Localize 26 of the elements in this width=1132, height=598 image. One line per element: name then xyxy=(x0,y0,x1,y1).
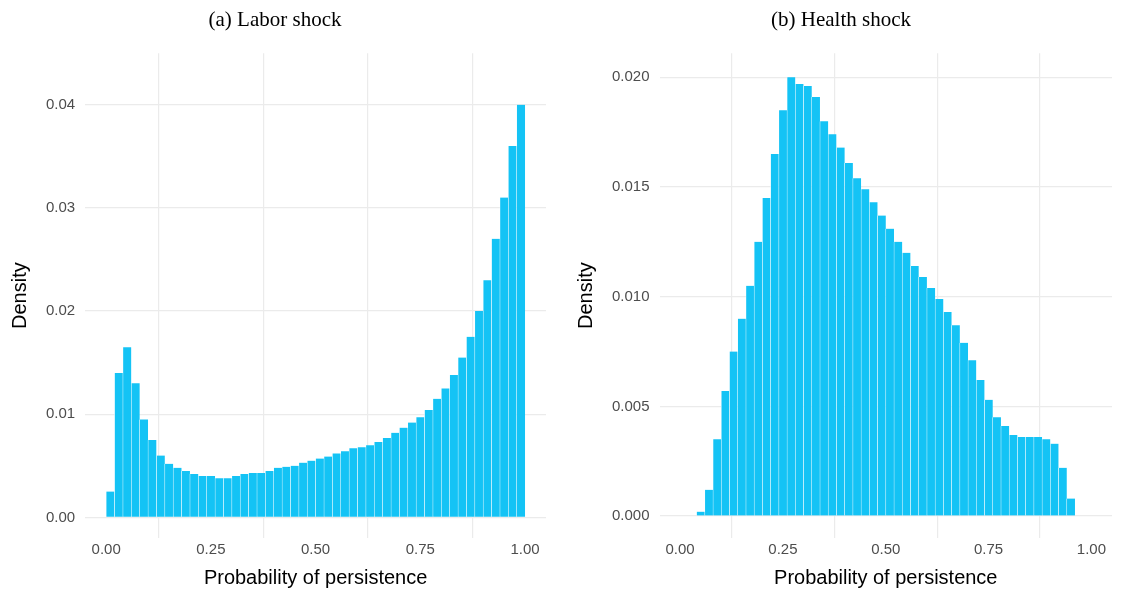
x-axis-title: Probability of persistence xyxy=(203,565,428,588)
y-axis-title: Density xyxy=(573,262,596,329)
y-tick-label: 0.03 xyxy=(45,198,76,216)
y-tick-label: 0.015 xyxy=(611,177,650,195)
x-tick-label: 1.00 xyxy=(510,540,540,558)
x-tick-label: 0.50 xyxy=(871,540,901,558)
x-tick-label: 0.25 xyxy=(196,540,226,558)
y-tick-label: 0.000 xyxy=(611,506,650,524)
y-tick-label: 0.020 xyxy=(611,67,650,85)
chart-title: (a) Labor shock xyxy=(208,7,342,32)
x-tick-label: 0.75 xyxy=(974,540,1004,558)
y-tick-label: 0.02 xyxy=(45,301,76,319)
x-tick-label: 0.00 xyxy=(665,540,695,558)
chart-title: (b) Health shock xyxy=(771,7,912,32)
y-tick-label: 0.00 xyxy=(45,507,76,525)
x-tick-label: 0.25 xyxy=(768,540,798,558)
x-tick-label: 1.00 xyxy=(1076,540,1107,558)
y-tick-label: 0.010 xyxy=(611,286,650,304)
x-tick-label: 0.75 xyxy=(405,540,435,558)
x-tick-label: 0.50 xyxy=(301,540,331,558)
x-axis-title: Probability of persistence xyxy=(774,565,998,588)
x-tick-label: 0.00 xyxy=(91,540,121,558)
y-tick-label: 0.04 xyxy=(45,94,76,112)
y-axis-title: Density xyxy=(7,262,30,329)
y-tick-label: 0.005 xyxy=(611,396,650,414)
y-tick-label: 0.01 xyxy=(45,404,76,422)
